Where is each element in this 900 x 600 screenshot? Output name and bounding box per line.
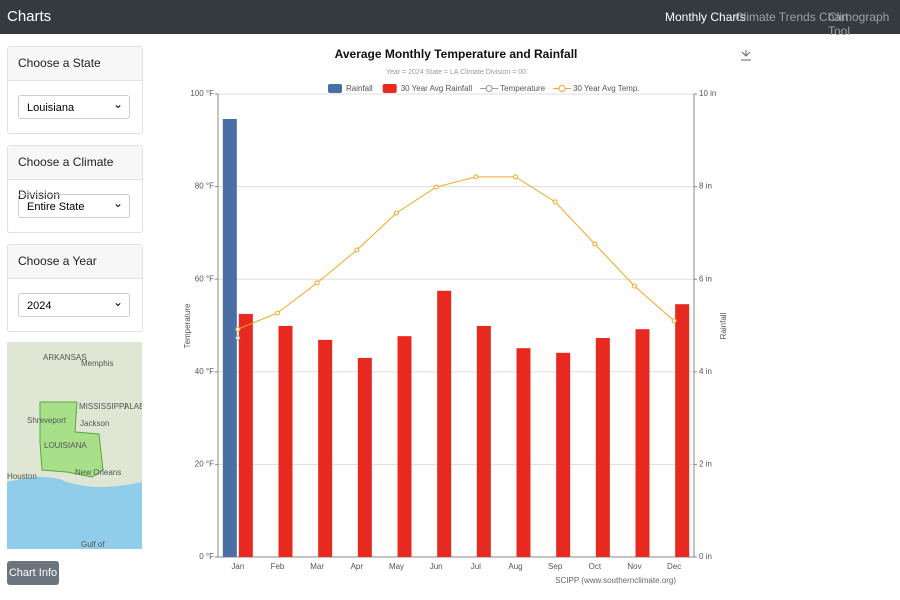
point [671,318,677,324]
nav-link[interactable]: Climate Trends Chart [735,10,849,24]
map-label: Jackson [80,419,109,428]
download-icon[interactable] [741,50,751,61]
map-label: LOUISIANA [44,441,87,450]
point [394,210,399,216]
legend-label: Rainfall [346,84,373,93]
bar [357,357,372,557]
chart-title: Average Monthly Temperature and Rainfall [335,47,578,61]
bar [278,325,293,557]
point [473,174,479,180]
y-tick-label: 80 °F [195,182,214,191]
y2-tick-label: 8 in [699,182,712,191]
select[interactable]: Louisiana [18,92,130,119]
card-title: Choose a State [8,47,142,81]
map-label: Memphis [81,359,113,368]
legend-swatch [328,84,342,93]
y-axis-label: Temperature [183,303,192,348]
nav-link[interactable]: Climograph Tool [828,10,890,38]
bar [595,338,610,557]
bar [635,329,650,557]
x-tick-label: Sep [548,562,563,571]
legend-swatch [382,84,397,93]
point [632,283,637,289]
select[interactable]: 2024 [18,290,130,317]
map-label: ALABA [124,402,142,411]
bar [516,348,531,557]
legend-label: Temperature [500,84,545,93]
point [235,326,241,332]
card: Choose a State Louisiana [7,46,143,134]
y-tick-label: 40 °F [195,367,214,376]
x-tick-label: Jul [471,562,481,571]
x-tick-label: Dec [667,562,681,571]
x-tick-label: Mar [310,562,324,571]
point [275,310,280,316]
point [235,335,241,341]
point [433,184,439,190]
point [592,241,598,247]
map-label: Shreveport [27,416,67,425]
legend-swatch [558,85,566,92]
map-state [39,401,104,478]
bar [476,325,491,557]
y2-tick-label: 0 in [699,552,712,561]
map-label: ARKANSAS [43,353,87,362]
x-tick-label: Jun [430,562,443,571]
card: Choose a Climate Division Entire State [7,145,143,233]
bar [556,352,571,557]
y2-axis-label: Rainfall [719,312,728,339]
line [237,176,675,330]
legend-label: 30 Year Avg Rainfall [401,84,473,93]
map-sea [7,477,142,549]
x-tick-label: Apr [351,562,364,571]
y-tick-label: 60 °F [195,274,214,283]
x-tick-label: Aug [508,562,522,571]
chart-info-button[interactable]: Chart Info [7,561,59,585]
point [513,174,518,180]
bar [437,290,452,557]
card-title: Choose a Year [8,245,142,279]
bar [318,339,333,557]
legend-label: 30 Year Avg Temp. [573,84,639,93]
y-tick-label: 0 °F [199,552,214,561]
x-tick-label: May [389,562,404,571]
x-tick-label: Oct [589,562,602,571]
y2-tick-label: 4 in [699,367,712,376]
bar [675,304,690,557]
x-tick-label: Nov [627,562,641,571]
bar [238,313,253,557]
point [552,199,558,205]
y2-tick-label: 2 in [699,460,712,469]
card: Choose a Year 2024 [7,244,143,332]
bar [397,336,412,557]
y-tick-label: 100 °F [190,89,214,98]
nav-link[interactable]: Monthly Charts [665,10,746,24]
brand[interactable]: Charts [7,8,52,25]
map-label: New Orleans [75,468,121,477]
x-tick-label: Jan [231,562,244,571]
chart-subtitle: Year = 2024 State = LA Climate Division … [386,69,526,76]
chart: Average Monthly Temperature and Rainfall… [183,47,751,585]
navbar: Charts Monthly Charts Climate Trends Cha… [0,0,900,38]
map[interactable]: ARKANSAS Memphis MISSISSIPPI ALABA Shrev… [7,342,142,549]
map-label: Houston [7,472,37,481]
credit: SCIPP (www.southernclimate.org) [555,576,676,585]
select[interactable]: Entire State [18,191,130,218]
y2-tick-label: 10 in [699,89,716,98]
map-label: MISSISSIPPI [79,402,127,411]
y2-tick-label: 6 in [699,274,712,283]
legend-swatch [485,85,493,92]
bar [222,119,237,557]
y-tick-label: 20 °F [195,460,214,469]
card-title: Choose a Climate Division [8,146,142,202]
x-tick-label: Feb [271,562,285,571]
point [354,247,360,253]
point [314,280,320,286]
map-label: Gulf of [81,540,105,549]
